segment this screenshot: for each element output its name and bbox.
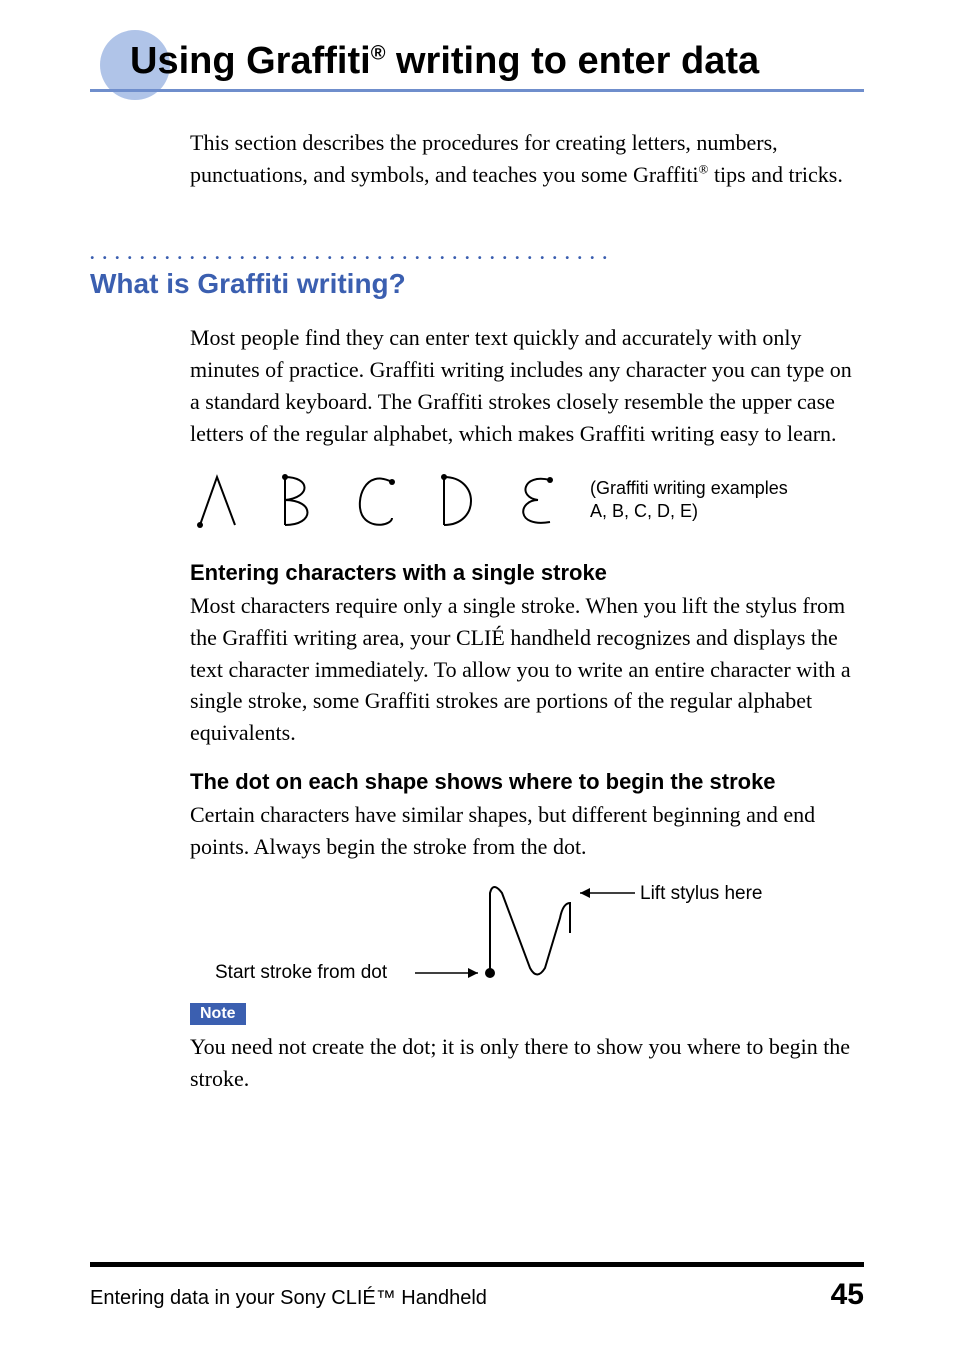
title-section: Using Graffiti® writing to enter data [90,40,864,92]
intro-sup: ® [699,162,709,177]
paragraph-1: Most people find they can enter text qui… [190,322,864,450]
sub-heading-1: Entering characters with a single stroke [190,560,864,586]
glyph-row: (Graffiti writing examples A, B, C, D, E… [190,470,864,530]
footer-text: Entering data in your Sony CLIÉ™ Handhel… [90,1287,487,1310]
sub-paragraph-2: Certain characters have similar shapes, … [190,799,864,863]
glyph-d [430,470,485,530]
dotted-separator: ........................................… [90,246,864,260]
section-heading: What is Graffiti writing? [90,268,864,300]
stroke-diagram: Lift stylus here Start stroke from dot [190,873,864,993]
title-post: writing to enter data [385,40,759,82]
glyph-c [350,470,405,530]
footer: Entering data in your Sony CLIÉ™ Handhel… [90,1278,864,1312]
intro-post: tips and tricks. [708,162,842,187]
note-text: You need not create the dot; it is only … [190,1031,864,1095]
page-number: 45 [831,1278,864,1312]
note-badge: Note [190,1003,246,1025]
page-title: Using Graffiti® writing to enter data [90,40,864,92]
glyph-caption: (Graffiti writing examples A, B, C, D, E… [590,477,788,522]
glyph-b [270,470,325,530]
title-pre: Using Graffiti [130,40,371,82]
footer-rule [90,1262,864,1267]
glyph-a [190,470,245,530]
glyph-caption-line2: A, B, C, D, E) [590,501,698,521]
sub-paragraph-1: Most characters require only a single st… [190,590,864,749]
glyph-caption-line1: (Graffiti writing examples [590,478,788,498]
intro-paragraph: This section describes the procedures fo… [190,127,864,191]
glyph-e [510,470,565,530]
title-sup: ® [371,42,386,64]
intro-pre: This section describes the procedures fo… [190,130,778,187]
start-stroke-label: Start stroke from dot [215,962,387,984]
lift-stylus-label: Lift stylus here [640,883,763,905]
sub-heading-2: The dot on each shape shows where to beg… [190,769,864,795]
